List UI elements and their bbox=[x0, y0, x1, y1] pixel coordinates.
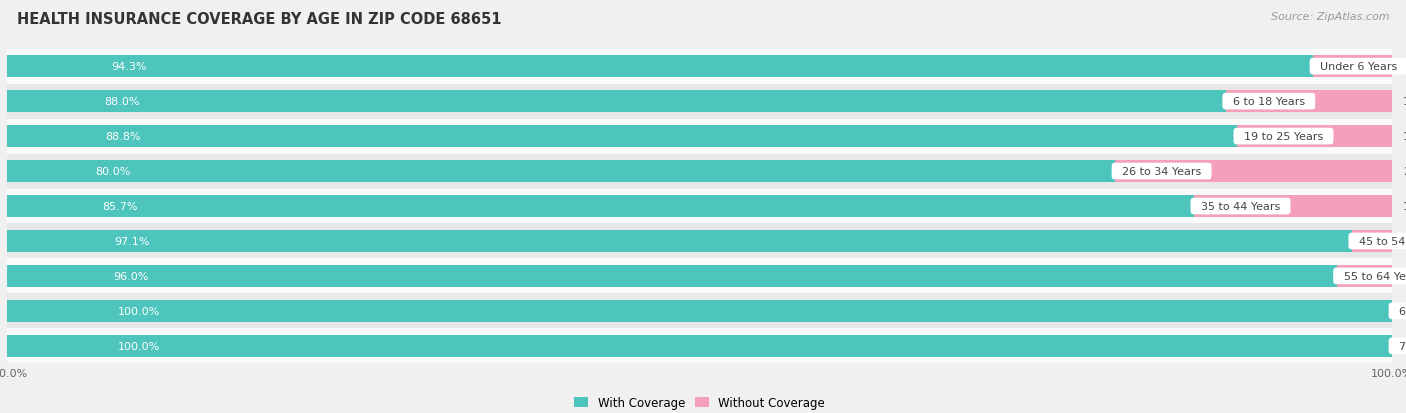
Bar bbox=[7, 300, 1392, 322]
Text: 26 to 34 Years: 26 to 34 Years bbox=[1115, 166, 1208, 177]
Bar bbox=[7, 189, 1392, 224]
Bar bbox=[7, 196, 1194, 217]
Text: 35 to 44 Years: 35 to 44 Years bbox=[1194, 202, 1286, 211]
Bar bbox=[7, 56, 1313, 78]
Text: 12.0%: 12.0% bbox=[1403, 97, 1406, 107]
Bar bbox=[1351, 230, 1392, 252]
Bar bbox=[7, 126, 1237, 147]
Text: 2.9%: 2.9% bbox=[1403, 236, 1406, 247]
Bar bbox=[7, 50, 1392, 84]
Bar bbox=[7, 259, 1392, 294]
Bar bbox=[1313, 56, 1392, 78]
Text: 6 to 18 Years: 6 to 18 Years bbox=[1226, 97, 1312, 107]
Text: 94.3%: 94.3% bbox=[111, 62, 148, 72]
Text: 55 to 64 Years: 55 to 64 Years bbox=[1337, 271, 1406, 281]
Bar bbox=[1115, 161, 1392, 183]
Text: 96.0%: 96.0% bbox=[114, 271, 149, 281]
Legend: With Coverage, Without Coverage: With Coverage, Without Coverage bbox=[569, 392, 830, 413]
Text: Under 6 Years: Under 6 Years bbox=[1313, 62, 1405, 72]
Bar bbox=[7, 84, 1392, 119]
Bar bbox=[7, 329, 1392, 363]
Text: 75 Years and older: 75 Years and older bbox=[1392, 341, 1406, 351]
Text: 45 to 54 Years: 45 to 54 Years bbox=[1351, 236, 1406, 247]
Text: 80.0%: 80.0% bbox=[96, 166, 131, 177]
Text: 65 to 74 Years: 65 to 74 Years bbox=[1392, 306, 1406, 316]
Bar bbox=[1226, 91, 1392, 113]
Text: 20.0%: 20.0% bbox=[1403, 166, 1406, 177]
Bar bbox=[7, 91, 1226, 113]
Text: 0.0%: 0.0% bbox=[1403, 306, 1406, 316]
Bar bbox=[7, 266, 1337, 287]
Bar bbox=[1194, 196, 1392, 217]
Text: HEALTH INSURANCE COVERAGE BY AGE IN ZIP CODE 68651: HEALTH INSURANCE COVERAGE BY AGE IN ZIP … bbox=[17, 12, 502, 27]
Text: 4.0%: 4.0% bbox=[1403, 271, 1406, 281]
Bar bbox=[1237, 126, 1392, 147]
Text: 5.7%: 5.7% bbox=[1403, 62, 1406, 72]
Bar bbox=[7, 154, 1392, 189]
Text: 85.7%: 85.7% bbox=[103, 202, 138, 211]
Text: Source: ZipAtlas.com: Source: ZipAtlas.com bbox=[1271, 12, 1389, 22]
Bar bbox=[7, 335, 1392, 357]
Bar bbox=[1337, 266, 1392, 287]
Text: 97.1%: 97.1% bbox=[115, 236, 150, 247]
Bar bbox=[7, 230, 1351, 252]
Text: 0.0%: 0.0% bbox=[1403, 341, 1406, 351]
Text: 100.0%: 100.0% bbox=[118, 341, 160, 351]
Text: 19 to 25 Years: 19 to 25 Years bbox=[1237, 132, 1330, 142]
Text: 88.8%: 88.8% bbox=[105, 132, 141, 142]
Text: 11.2%: 11.2% bbox=[1403, 132, 1406, 142]
Text: 14.3%: 14.3% bbox=[1403, 202, 1406, 211]
Bar bbox=[7, 224, 1392, 259]
Text: 88.0%: 88.0% bbox=[104, 97, 141, 107]
Bar bbox=[7, 294, 1392, 329]
Text: 100.0%: 100.0% bbox=[118, 306, 160, 316]
Bar bbox=[7, 161, 1115, 183]
Bar bbox=[7, 119, 1392, 154]
